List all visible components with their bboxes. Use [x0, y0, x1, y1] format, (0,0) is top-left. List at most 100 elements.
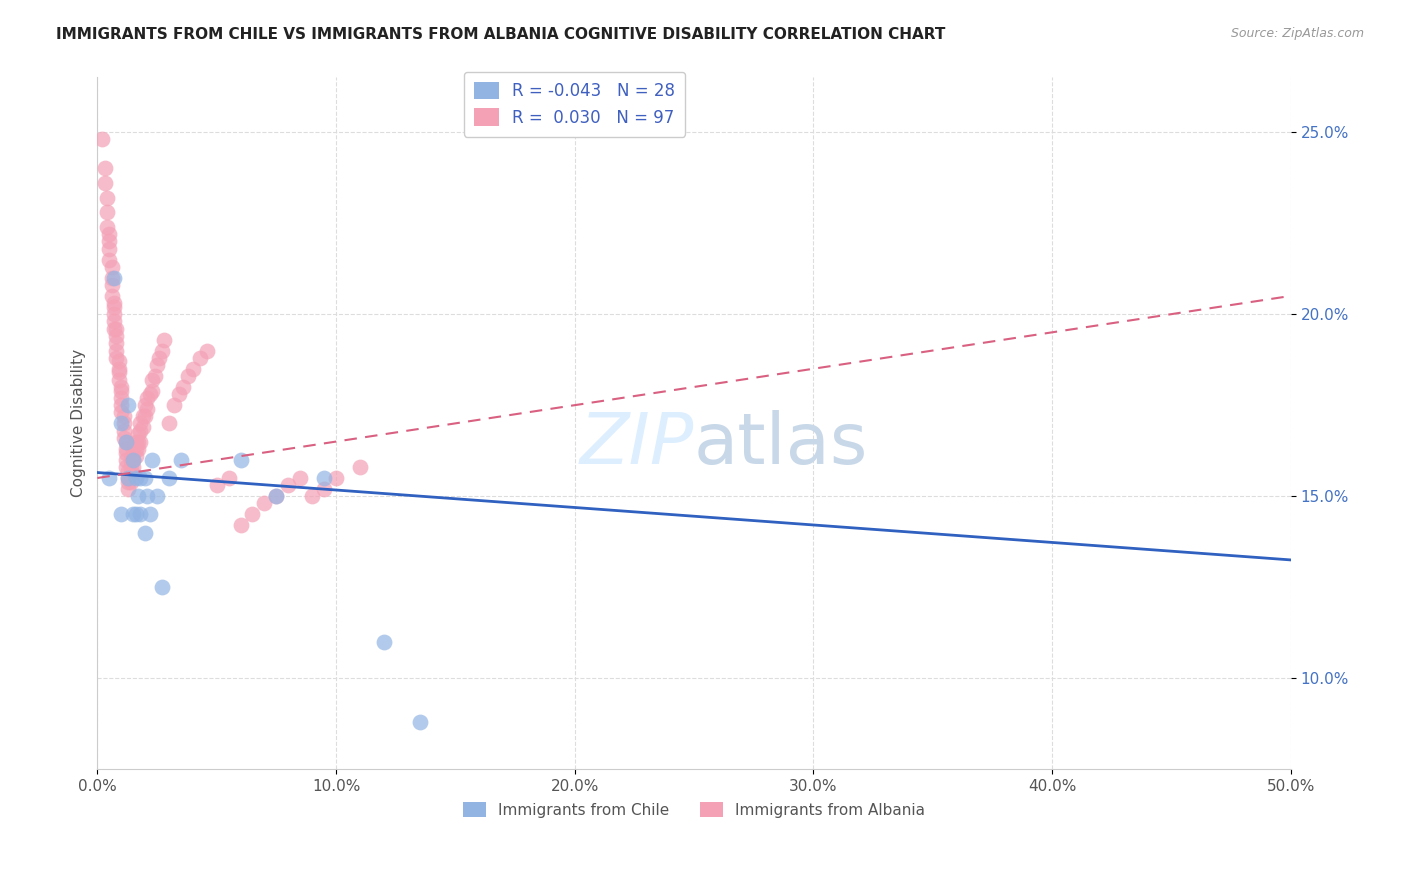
Text: atlas: atlas [695, 409, 869, 479]
Y-axis label: Cognitive Disability: Cognitive Disability [72, 350, 86, 498]
Point [143, 369, 166, 384]
Point [96, 219, 118, 234]
Point [120, 460, 142, 475]
Point [105, 336, 128, 351]
Point [141, 373, 163, 387]
Point [146, 358, 169, 372]
Point [110, 508, 132, 522]
Point [266, 489, 288, 503]
Point [124, 442, 146, 456]
Point [127, 427, 149, 442]
Point [103, 314, 125, 328]
Point [136, 489, 159, 503]
Point [108, 365, 131, 379]
Point [408, 714, 430, 729]
Point [115, 442, 138, 456]
Point [314, 482, 336, 496]
Point [98, 252, 121, 267]
Point [105, 321, 128, 335]
Point [167, 387, 190, 401]
Point [115, 434, 138, 449]
Point [110, 391, 132, 405]
Point [103, 300, 125, 314]
Point [98, 242, 121, 256]
Point [301, 489, 323, 503]
Text: IMMIGRANTS FROM CHILE VS IMMIGRANTS FROM ALBANIA COGNITIVE DISABILITY CORRELATIO: IMMIGRANTS FROM CHILE VS IMMIGRANTS FROM… [56, 27, 946, 42]
Point [290, 471, 312, 485]
Point [110, 384, 132, 398]
Point [188, 351, 211, 365]
Point [110, 398, 132, 412]
Point [124, 434, 146, 449]
Point [157, 471, 180, 485]
Point [139, 508, 162, 522]
Point [117, 471, 139, 485]
Point [127, 489, 149, 503]
Point [100, 270, 122, 285]
Point [129, 434, 152, 449]
Point [105, 351, 128, 365]
Point [141, 452, 163, 467]
Point [124, 449, 146, 463]
Point [136, 401, 159, 416]
Point [177, 369, 200, 384]
Point [134, 409, 156, 423]
Point [163, 398, 186, 412]
Point [124, 508, 146, 522]
Point [148, 351, 170, 365]
Point [100, 289, 122, 303]
Point [314, 471, 336, 485]
Point [205, 478, 228, 492]
Point [112, 431, 135, 445]
Legend: Immigrants from Chile, Immigrants from Albania: Immigrants from Chile, Immigrants from A… [457, 796, 931, 824]
Point [325, 471, 347, 485]
Point [277, 478, 299, 492]
Point [131, 409, 153, 423]
Point [110, 417, 132, 431]
Point [181, 361, 204, 376]
Point [134, 525, 156, 540]
Point [93, 176, 115, 190]
Point [229, 518, 252, 533]
Point [120, 452, 142, 467]
Point [103, 296, 125, 310]
Point [103, 321, 125, 335]
Point [103, 270, 125, 285]
Point [146, 489, 169, 503]
Point [100, 278, 122, 293]
Point [131, 420, 153, 434]
Point [349, 460, 371, 475]
Point [157, 417, 180, 431]
Point [96, 191, 118, 205]
Point [108, 373, 131, 387]
Point [115, 445, 138, 459]
Point [91, 132, 114, 146]
Point [195, 343, 218, 358]
Point [110, 380, 132, 394]
Point [122, 452, 145, 467]
Point [218, 471, 240, 485]
Point [120, 467, 142, 482]
Point [122, 467, 145, 482]
Point [117, 464, 139, 478]
Point [124, 471, 146, 485]
Point [153, 333, 176, 347]
Point [229, 452, 252, 467]
Point [93, 161, 115, 176]
Point [98, 235, 121, 249]
Point [103, 307, 125, 321]
Point [110, 405, 132, 419]
Point [170, 452, 193, 467]
Point [98, 227, 121, 241]
Point [120, 475, 142, 489]
Point [105, 343, 128, 358]
Point [115, 434, 138, 449]
Point [117, 398, 139, 412]
Point [127, 442, 149, 456]
Point [122, 452, 145, 467]
Point [373, 635, 395, 649]
Point [100, 260, 122, 274]
Point [117, 471, 139, 485]
Point [98, 471, 121, 485]
Point [129, 424, 152, 438]
